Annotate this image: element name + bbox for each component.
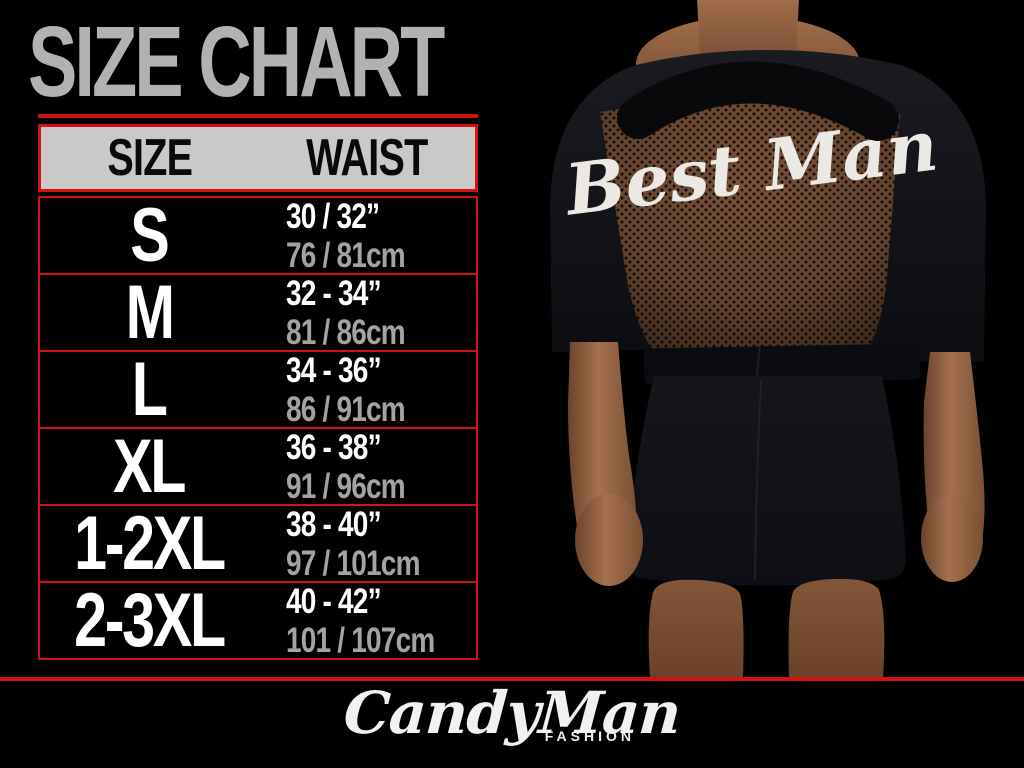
header-cell-waist: WAIST <box>305 129 428 187</box>
robe-skirt-seam <box>754 379 762 581</box>
waist-cell: 36 - 38” 91 / 96cm <box>258 430 476 504</box>
right-hand <box>921 494 983 582</box>
waist-centimeters: 101 / 107cm <box>286 620 435 660</box>
size-cell: 2-3XL <box>74 577 226 663</box>
waist-centimeters: 86 / 91cm <box>286 389 406 429</box>
size-cell: XL <box>113 423 186 509</box>
waist-inches: 32 - 34” <box>286 273 382 313</box>
waist-cell: 34 - 36” 86 / 91cm <box>258 353 476 427</box>
page-title: SIZE CHART <box>28 6 445 118</box>
size-cell: M <box>125 269 174 355</box>
table-row: M 32 - 34” 81 / 86cm <box>38 273 478 352</box>
waist-cell: 30 / 32” 76 / 81cm <box>258 199 476 273</box>
size-table-body: S 30 / 32” 76 / 81cm M 32 - 34” 81 / 86c… <box>38 196 478 660</box>
waist-centimeters: 81 / 86cm <box>286 312 406 352</box>
right-thigh <box>788 578 885 678</box>
header-cell-size: SIZE <box>107 129 193 187</box>
waist-cell: 40 - 42” 101 / 107cm <box>258 584 476 658</box>
size-table: SIZE WAIST S 30 / 32” 76 / 81cm M 32 - 3… <box>38 124 478 660</box>
size-cell: S <box>130 192 170 278</box>
footer: CandyMan FASHION <box>0 679 1024 747</box>
robe-collar <box>617 61 899 141</box>
mesh-shading <box>600 98 900 354</box>
left-thigh <box>648 579 744 678</box>
table-row: 2-3XL 40 - 42” 101 / 107cm <box>38 581 478 660</box>
waist-inches: 38 - 40” <box>286 504 382 544</box>
waist-inches: 30 / 32” <box>286 196 380 236</box>
table-row: S 30 / 32” 76 / 81cm <box>38 196 478 275</box>
footer-divider-line <box>0 677 1024 681</box>
waist-centimeters: 76 / 81cm <box>286 235 406 275</box>
left-hand <box>575 494 643 586</box>
waist-inches: 36 - 38” <box>286 427 382 467</box>
table-row: XL 36 - 38” 91 / 96cm <box>38 427 478 506</box>
brand-tagline: FASHION <box>544 728 635 744</box>
size-table-header: SIZE WAIST <box>38 124 478 192</box>
robe-skirt <box>628 376 906 586</box>
table-row: 1-2XL 38 - 40” 97 / 101cm <box>38 504 478 583</box>
brand-logo: CandyMan <box>341 679 683 747</box>
waist-centimeters: 91 / 96cm <box>286 466 406 506</box>
title-underline <box>38 114 478 118</box>
size-cell: L <box>132 346 168 432</box>
table-row: L 34 - 36” 86 / 91cm <box>38 350 478 429</box>
waist-centimeters: 97 / 101cm <box>286 543 420 583</box>
waist-cell: 32 - 34” 81 / 86cm <box>258 276 476 350</box>
waist-cell: 38 - 40” 97 / 101cm <box>258 507 476 581</box>
product-photo: Best Man <box>550 0 986 678</box>
waist-inches: 34 - 36” <box>286 350 382 390</box>
size-cell: 1-2XL <box>74 500 226 586</box>
waist-inches: 40 - 42” <box>286 581 382 621</box>
